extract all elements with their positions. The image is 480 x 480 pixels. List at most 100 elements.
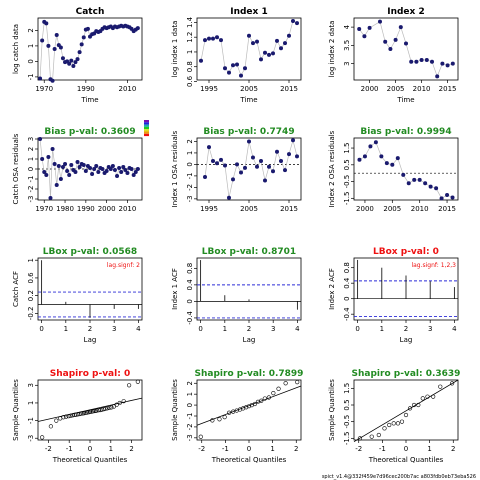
series-line — [358, 21, 453, 78]
y-tick-label: 0.5 — [343, 399, 351, 410]
data-point — [255, 164, 259, 169]
plot-frame — [37, 17, 143, 81]
x-tick-label: 3 — [271, 325, 275, 333]
y-tick-label: 4 — [343, 24, 351, 29]
data-point — [291, 138, 295, 143]
plot-frame — [196, 17, 302, 81]
data-point — [388, 47, 393, 51]
data-point — [279, 158, 283, 163]
x-tick-label: 1995 — [200, 85, 218, 93]
panel-title: LBox p-val: 0.8701 — [202, 247, 296, 257]
y-tick-label: 2 — [27, 28, 35, 32]
x-tick-label: 1980 — [56, 205, 74, 213]
data-point — [46, 43, 51, 48]
data-point — [357, 157, 362, 162]
data-point — [450, 61, 455, 66]
x-tick-label: 1970 — [35, 85, 53, 93]
x-tick-label: 0 — [355, 325, 359, 333]
qq-point — [66, 414, 71, 419]
y-tick-label: 1 — [27, 157, 35, 161]
qq-point — [222, 414, 227, 420]
data-point — [428, 184, 433, 189]
qq-point — [244, 405, 249, 410]
data-point — [75, 57, 80, 62]
y-tick-label: 1 — [27, 258, 35, 262]
data-point — [267, 164, 271, 169]
color-legend-swatch — [144, 122, 149, 125]
y-tick-label: 1 — [186, 50, 194, 54]
qq-reference-line — [353, 379, 459, 443]
data-point — [259, 158, 263, 163]
x-axis-label: Time — [239, 96, 257, 104]
y-tick-label: 2 — [27, 147, 35, 151]
x-tick-label: 2 — [294, 445, 298, 453]
data-point — [44, 21, 49, 26]
qq-point — [438, 384, 443, 389]
y-tick-label: 0.6 — [186, 75, 194, 87]
qq-point — [449, 381, 455, 386]
data-point — [73, 170, 78, 174]
data-point — [54, 33, 59, 38]
x-tick-label: 1 — [270, 445, 274, 453]
data-point — [38, 76, 43, 81]
data-point — [271, 51, 275, 56]
data-point — [439, 196, 444, 201]
x-tick-label: 4 — [295, 325, 300, 333]
data-point — [94, 164, 99, 168]
x-tick-label: 4 — [136, 325, 141, 333]
qq-point — [217, 417, 222, 422]
x-axis-label: Theoretical Quantiles — [211, 456, 287, 464]
data-point — [52, 162, 57, 166]
significance-note: lag.signf: 2 — [107, 262, 140, 269]
x-tick-label: 2 — [247, 325, 251, 333]
y-axis-label: Catch ACF — [12, 271, 20, 307]
data-point — [401, 172, 406, 177]
x-tick-label: 0 — [39, 325, 43, 333]
data-point — [263, 50, 267, 55]
data-point — [251, 41, 255, 46]
y-tick-label: 0.2 — [27, 290, 35, 301]
x-tick-label: 2010 — [119, 205, 137, 213]
data-point — [203, 175, 207, 180]
qq-point — [90, 409, 96, 414]
qq-point — [103, 406, 108, 411]
data-point — [445, 192, 450, 197]
qq-point — [95, 408, 100, 413]
data-point — [398, 25, 403, 30]
data-point — [259, 57, 263, 62]
data-point — [291, 18, 295, 23]
qq-point — [109, 405, 114, 410]
data-point — [88, 166, 92, 170]
y-tick-label: 0 — [186, 403, 194, 407]
data-point — [58, 177, 63, 181]
y-axis-label: Sample Quantiles — [171, 379, 179, 441]
qq-point — [407, 406, 413, 411]
data-point — [110, 164, 115, 168]
x-tick-label: -1 — [379, 445, 386, 453]
qq-point — [382, 426, 387, 431]
qq-point — [369, 434, 374, 439]
data-point — [406, 181, 411, 186]
data-point — [243, 165, 247, 170]
data-point — [223, 163, 227, 168]
x-tick-label: 1 — [427, 445, 431, 453]
qq-point — [68, 413, 73, 418]
data-point — [275, 149, 279, 154]
y-tick-label: 0.6 — [27, 272, 35, 284]
data-point — [92, 167, 97, 171]
y-axis-label: log index 1 data — [171, 21, 179, 78]
y-tick-label: -0.4 — [186, 311, 194, 325]
series-line — [359, 141, 453, 199]
x-tick-label: 2000 — [356, 205, 374, 213]
panel-title: LBox p-val: 0 — [373, 247, 439, 257]
series-line — [204, 138, 298, 198]
y-tick-label: 1 — [27, 401, 35, 405]
data-point — [131, 173, 136, 177]
y-tick-label: 1 — [27, 44, 35, 48]
x-tick-label: 3 — [428, 325, 432, 333]
x-tick-label: 2 — [451, 445, 455, 453]
data-point — [235, 62, 239, 67]
data-point — [100, 167, 105, 171]
data-point — [287, 152, 291, 157]
x-axis-label: Theoretical Quantiles — [368, 456, 444, 464]
